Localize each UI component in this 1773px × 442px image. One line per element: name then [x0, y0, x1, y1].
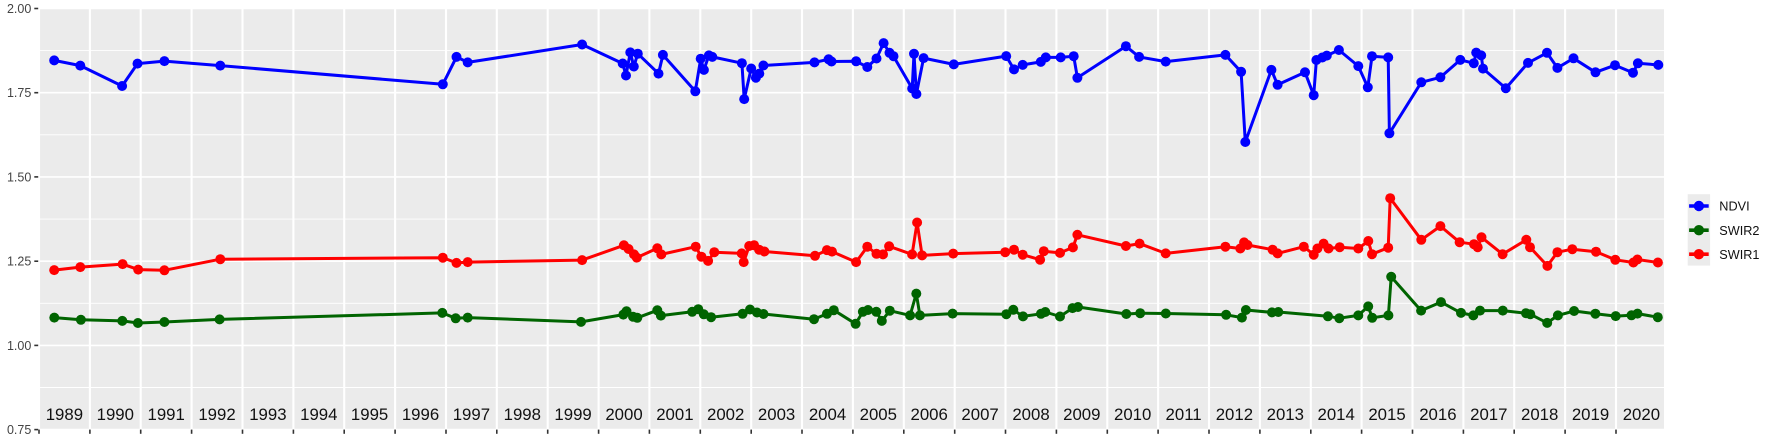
svg-text:2010: 2010	[1114, 405, 1151, 424]
svg-text:1996: 1996	[402, 405, 439, 424]
svg-text:1992: 1992	[198, 405, 235, 424]
svg-text:1995: 1995	[351, 405, 388, 424]
svg-text:2005: 2005	[860, 405, 897, 424]
svg-text:2007: 2007	[961, 405, 998, 424]
svg-text:2017: 2017	[1470, 405, 1507, 424]
svg-text:1.25: 1.25	[7, 255, 31, 269]
svg-text:SWIR2: SWIR2	[1719, 224, 1759, 238]
svg-text:1.50: 1.50	[7, 170, 31, 184]
svg-text:1993: 1993	[249, 405, 286, 424]
svg-text:2003: 2003	[758, 405, 795, 424]
svg-text:1999: 1999	[554, 405, 591, 424]
svg-text:2002: 2002	[707, 405, 744, 424]
svg-text:1.00: 1.00	[7, 339, 31, 353]
svg-text:1989: 1989	[46, 405, 83, 424]
svg-text:SWIR1: SWIR1	[1719, 248, 1759, 262]
svg-text:2009: 2009	[1063, 405, 1100, 424]
svg-text:1994: 1994	[300, 405, 337, 424]
svg-text:2004: 2004	[809, 405, 846, 424]
svg-text:1990: 1990	[97, 405, 134, 424]
svg-text:NDVI: NDVI	[1719, 200, 1749, 214]
svg-text:2020: 2020	[1623, 405, 1660, 424]
svg-text:2012: 2012	[1216, 405, 1253, 424]
svg-text:1997: 1997	[453, 405, 490, 424]
svg-text:0.75: 0.75	[7, 423, 31, 437]
svg-text:2016: 2016	[1419, 405, 1456, 424]
svg-text:2014: 2014	[1318, 405, 1355, 424]
svg-text:2013: 2013	[1267, 405, 1304, 424]
svg-text:1.75: 1.75	[7, 86, 31, 100]
svg-text:2015: 2015	[1368, 405, 1405, 424]
svg-text:2019: 2019	[1572, 405, 1609, 424]
svg-text:1991: 1991	[148, 405, 185, 424]
svg-text:2006: 2006	[911, 405, 948, 424]
svg-text:1998: 1998	[504, 405, 541, 424]
svg-text:2011: 2011	[1166, 405, 1202, 424]
svg-text:2.00: 2.00	[7, 2, 31, 16]
svg-text:2018: 2018	[1521, 405, 1558, 424]
svg-text:2000: 2000	[605, 405, 642, 424]
svg-text:2001: 2001	[656, 405, 693, 424]
svg-text:2008: 2008	[1012, 405, 1049, 424]
